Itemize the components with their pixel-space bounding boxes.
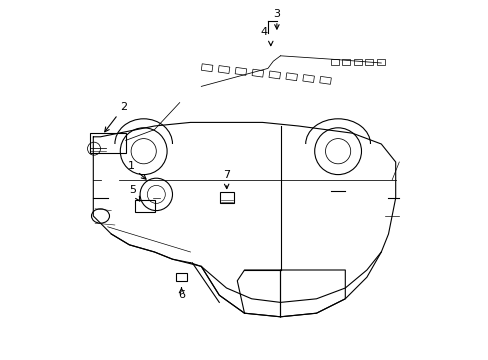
Bar xyxy=(176,273,186,281)
Bar xyxy=(365,59,373,65)
Text: 7: 7 xyxy=(223,170,229,189)
Bar xyxy=(376,59,384,65)
Text: 4: 4 xyxy=(260,27,266,37)
Bar xyxy=(353,59,361,65)
Bar xyxy=(235,67,246,75)
Bar xyxy=(251,69,263,77)
Text: 1: 1 xyxy=(127,161,146,179)
Text: 2: 2 xyxy=(104,102,127,132)
Bar xyxy=(285,73,297,81)
Bar xyxy=(201,64,212,72)
Text: 3: 3 xyxy=(273,9,280,19)
Text: 6: 6 xyxy=(178,290,184,300)
Bar xyxy=(268,71,280,79)
Bar xyxy=(218,66,229,73)
Bar xyxy=(330,59,338,65)
Bar xyxy=(319,76,331,84)
Bar xyxy=(302,75,314,82)
Bar xyxy=(342,59,349,65)
Text: 5: 5 xyxy=(129,185,140,201)
